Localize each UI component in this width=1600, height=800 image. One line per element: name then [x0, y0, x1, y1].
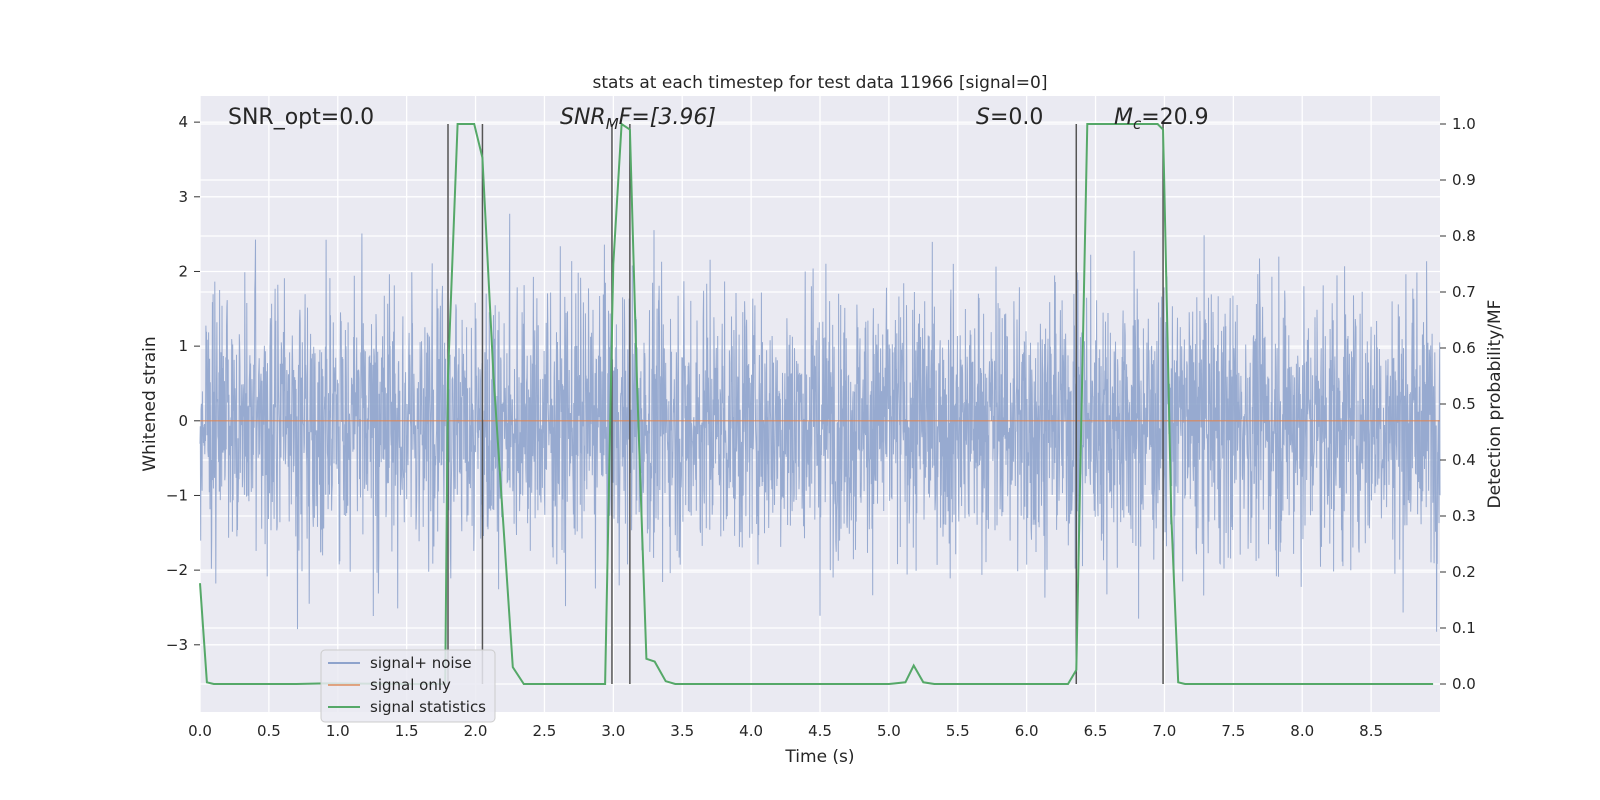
x-tick-label: 7.0 [1153, 722, 1177, 740]
noise-trace [199, 213, 1441, 632]
y-left-ticks: 4 3 2 1 0 −1 −2 −3 [166, 113, 200, 654]
y-right-tick-label: 0.1 [1452, 619, 1476, 637]
x-tick-label: 1.5 [395, 722, 419, 740]
chart-title: stats at each timestep for test data 119… [593, 73, 1048, 93]
x-tick-label: 3.0 [601, 722, 625, 740]
y-right-tick-label: 0.9 [1452, 171, 1476, 189]
y-tick-label: −1 [166, 486, 188, 504]
signal-noise-series [199, 213, 1441, 632]
detection-windows [447, 124, 1164, 684]
legend-label-noise: signal+ noise [370, 654, 472, 672]
y-tick-label: 1 [178, 337, 188, 355]
x-tick-label: 2.0 [464, 722, 488, 740]
y-right-tick-label: 0.5 [1452, 395, 1476, 413]
annotation-snr-mf: SNRMF=[3.96] [560, 105, 716, 133]
x-tick-label: 1.0 [326, 722, 350, 740]
legend: signal+ noise signal only signal statist… [320, 649, 496, 723]
y-tick-label: 0 [178, 412, 188, 430]
x-tick-label: 6.0 [1015, 722, 1039, 740]
y-tick-label: 3 [178, 188, 188, 206]
y-tick-label: −2 [166, 561, 188, 579]
x-tick-label: 2.5 [533, 722, 557, 740]
x-tick-label: 7.5 [1221, 722, 1245, 740]
x-tick-label: 0.0 [188, 722, 212, 740]
x-ticks: 0.0 0.5 1.0 1.5 2.0 2.5 3.0 3.5 4.0 4.5 5.0 5.5 6.0 6… [188, 722, 1383, 740]
annotation-s: S=0.0 [976, 105, 1043, 130]
y-tick-label: 2 [178, 262, 188, 280]
y-right-tick-label: 0.0 [1452, 675, 1476, 693]
x-tick-label: 8.0 [1290, 722, 1314, 740]
annotation-snr-opt: SNR_opt=0.0 [228, 105, 374, 130]
x-tick-label: 8.5 [1359, 722, 1383, 740]
y-right-tick-label: 1.0 [1452, 115, 1476, 133]
x-tick-label: 5.5 [946, 722, 970, 740]
x-tick-label: 0.5 [257, 722, 281, 740]
y-right-tick-label: 0.3 [1452, 507, 1476, 525]
x-axis-label: Time (s) [784, 747, 854, 767]
x-tick-label: 3.5 [670, 722, 694, 740]
annotation-mc: Mc=20.9 [1114, 105, 1209, 133]
y-right-tick-label: 0.4 [1452, 451, 1476, 469]
x-tick-label: 4.5 [808, 722, 832, 740]
x-tick-label: 5.0 [877, 722, 901, 740]
y-right-tick-label: 0.6 [1452, 339, 1476, 357]
legend-label-signal-only: signal only [370, 676, 451, 694]
y-right-tick-label: 0.8 [1452, 227, 1476, 245]
y-tick-label: −3 [166, 636, 188, 654]
x-tick-label: 4.0 [739, 722, 763, 740]
legend-label-statistics: signal statistics [370, 698, 486, 716]
legend-box [320, 649, 496, 723]
y-right-axis-label: Detection probability/MF [1485, 300, 1505, 509]
y-right-ticks: 1.0 0.9 0.8 0.7 0.6 0.5 0.4 0.3 0.2 0.1 0.0 [1440, 115, 1476, 693]
x-tick-label: 6.5 [1084, 722, 1108, 740]
y-right-tick-label: 0.2 [1452, 563, 1476, 581]
y-axis-label: Whitened strain [140, 336, 160, 471]
y-tick-label: 4 [178, 113, 188, 131]
y-right-tick-label: 0.7 [1452, 283, 1476, 301]
